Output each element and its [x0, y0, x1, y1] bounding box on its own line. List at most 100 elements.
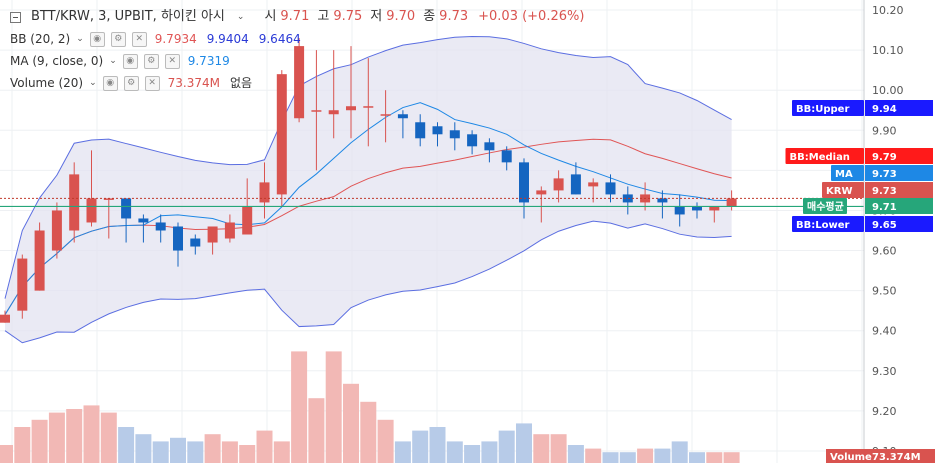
candle-body[interactable]	[363, 106, 374, 108]
volume-bar	[152, 441, 169, 463]
candle-body[interactable]	[311, 110, 322, 112]
candle-body[interactable]	[207, 226, 218, 243]
ma-label: MA (9, close, 0)	[10, 54, 104, 68]
candle-body[interactable]	[536, 190, 547, 195]
price-axis-tick: 9.30	[872, 365, 897, 378]
candle-body[interactable]	[553, 178, 564, 191]
price-tag-label-bg	[822, 182, 864, 198]
price-axis-tick: 10.10	[872, 44, 904, 57]
chevron-down-icon[interactable]: ⌄	[236, 12, 245, 22]
candle-body[interactable]	[190, 238, 201, 247]
price-axis-tick: 9.60	[872, 245, 897, 258]
volume-bar	[343, 383, 359, 463]
candle-body[interactable]	[346, 106, 356, 111]
chevron-down-icon[interactable]: ⌄	[89, 78, 97, 88]
price-tag-label-bg	[792, 216, 864, 232]
eye-icon[interactable]: ◉	[102, 75, 118, 91]
volume-legend-row[interactable]: Volume (20) ⌄ ◉ ⚙ ✕ 73.374M 없음	[10, 74, 584, 92]
volume-bar	[464, 445, 481, 463]
price-tag-value: 9.73	[872, 186, 897, 197]
volume-bar	[66, 409, 83, 463]
eye-icon[interactable]: ◉	[122, 53, 138, 69]
candle-body[interactable]	[570, 174, 581, 195]
volume-bar	[221, 441, 238, 463]
volume-bar	[239, 445, 256, 463]
candle-body[interactable]	[86, 198, 97, 223]
gear-icon[interactable]: ⚙	[143, 53, 159, 69]
candle-body[interactable]	[449, 130, 460, 139]
candle-body[interactable]	[501, 150, 512, 163]
price-tag-value: 9.79	[872, 152, 897, 163]
candle-body[interactable]	[173, 226, 183, 251]
price-tag-label: BB:Lower	[796, 220, 850, 231]
chevron-down-icon[interactable]: ⌄	[109, 56, 117, 66]
volume-bar	[585, 448, 602, 463]
candle-body[interactable]	[0, 314, 10, 323]
volume-bar	[481, 441, 498, 463]
volume-bar	[308, 398, 325, 463]
volume-bar	[654, 448, 671, 463]
candle-body[interactable]	[415, 122, 426, 139]
candle-body[interactable]	[484, 142, 495, 151]
candle-body[interactable]	[242, 206, 253, 235]
candle-body[interactable]	[467, 134, 478, 147]
candle-body[interactable]	[692, 206, 702, 211]
price-tag-value-bg	[865, 216, 933, 232]
candle-body[interactable]	[519, 162, 529, 203]
candle-body[interactable]	[138, 218, 149, 223]
candle-body[interactable]	[155, 222, 166, 231]
candle-body[interactable]	[17, 258, 28, 311]
volume-bar	[291, 351, 308, 463]
bb-upper-value: 9.9404	[206, 32, 249, 46]
gear-icon[interactable]: ⚙	[110, 31, 126, 47]
candle-body[interactable]	[51, 210, 62, 251]
candle-body[interactable]	[432, 126, 443, 135]
candle-body[interactable]	[588, 182, 599, 187]
candle-body[interactable]	[657, 198, 668, 203]
candle-body[interactable]	[224, 222, 235, 239]
chevron-down-icon[interactable]: ⌄	[76, 34, 84, 44]
bb-label: BB (20, 2)	[10, 32, 71, 46]
price-tag: BB:Upper 9.94	[792, 100, 933, 116]
candle-body[interactable]	[397, 114, 408, 119]
candle-body[interactable]	[328, 110, 339, 115]
price-tag: BB:Median 9.79	[785, 148, 933, 164]
ma-value: 9.7319	[187, 54, 230, 68]
volume-bar	[118, 427, 135, 463]
volume-bar	[31, 419, 48, 463]
candle-body[interactable]	[121, 198, 132, 219]
volume-bar	[100, 412, 117, 463]
volume-value: 73.374M	[167, 76, 220, 90]
volume-bar	[671, 441, 688, 463]
eye-icon[interactable]: ◉	[89, 31, 105, 47]
volume-bar	[170, 437, 186, 463]
volume-bars	[0, 351, 740, 463]
gear-icon[interactable]: ⚙	[123, 75, 139, 91]
candle-body[interactable]	[103, 198, 114, 200]
ma-legend-row[interactable]: MA (9, close, 0) ⌄ ◉ ⚙ ✕ 9.7319	[10, 52, 584, 70]
close-icon[interactable]: ✕	[144, 75, 160, 91]
price-tag-value-bg	[865, 100, 933, 116]
candle-body[interactable]	[380, 114, 391, 116]
candle-body[interactable]	[259, 182, 270, 203]
volume-label: Volume (20)	[10, 76, 84, 90]
close-icon[interactable]: ✕	[164, 53, 180, 69]
candle-body[interactable]	[622, 194, 633, 203]
price-tag-label-bg	[792, 100, 864, 116]
candle-body[interactable]	[726, 198, 737, 207]
collapse-legend-icon[interactable]	[10, 11, 21, 23]
candle-body[interactable]	[674, 206, 685, 215]
candle-body[interactable]	[294, 46, 305, 119]
price-tag-value-bg	[865, 198, 933, 214]
bb-legend-row[interactable]: BB (20, 2) ⌄ ◉ ⚙ ✕ 9.7934 9.9404 9.6464	[10, 30, 584, 48]
candle-body[interactable]	[709, 206, 720, 211]
close-icon[interactable]: ✕	[131, 31, 147, 47]
candle-body[interactable]	[69, 174, 80, 231]
volume-bar	[0, 445, 13, 463]
candle-body[interactable]	[34, 230, 45, 291]
volume-bar	[550, 434, 567, 463]
candle-body[interactable]	[605, 182, 616, 195]
candle-body[interactable]	[276, 74, 287, 195]
